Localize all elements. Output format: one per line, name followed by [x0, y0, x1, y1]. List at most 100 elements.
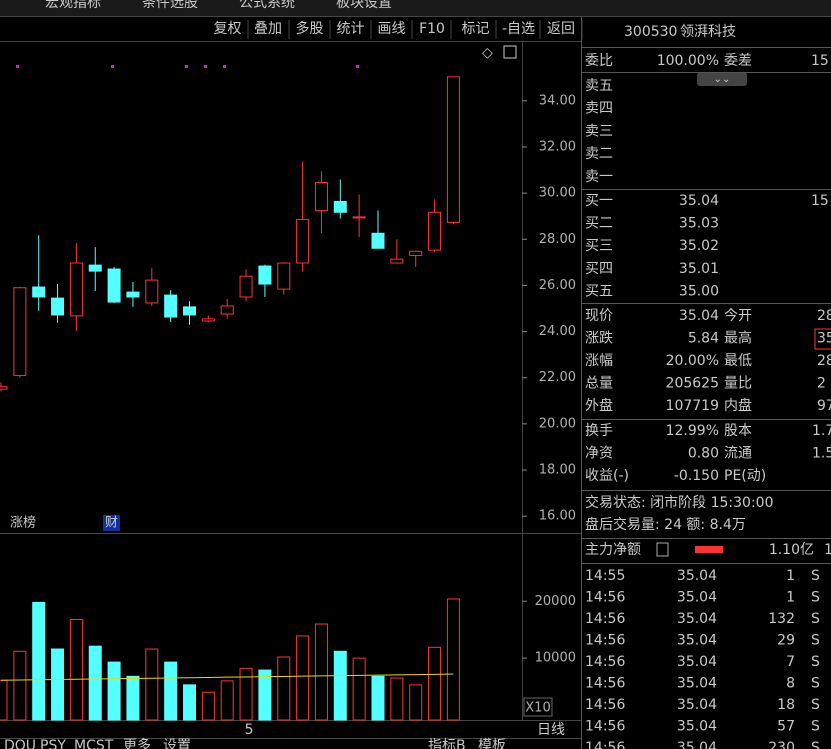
- candle-body: [220, 305, 234, 315]
- label: PE(动): [724, 468, 766, 484]
- candle-body: [239, 275, 253, 298]
- trade-volume: 8: [786, 676, 795, 692]
- footer-tab[interactable]: 指标B: [428, 738, 466, 749]
- value: -0.150: [674, 468, 719, 484]
- toolbar-button[interactable]: 多股: [296, 20, 324, 37]
- volume-bar: [277, 656, 291, 721]
- toolbar-button[interactable]: 叠加: [254, 21, 282, 37]
- menu-tab[interactable]: 条件选股: [142, 0, 198, 11]
- toolbar-button[interactable]: 复权: [214, 20, 242, 37]
- menu-tab[interactable]: 宏观指标: [45, 0, 101, 11]
- trade-side: S: [811, 719, 820, 735]
- trade-volume: 230: [768, 740, 795, 749]
- y-tick-label: 28.00: [539, 232, 576, 247]
- toolbar-button[interactable]: -自选: [502, 21, 535, 37]
- footer-tab[interactable]: PSY: [40, 738, 66, 749]
- candle-body: [352, 216, 366, 219]
- label: 买三: [585, 238, 613, 254]
- trade-price: 35.04: [677, 697, 717, 713]
- menu-bar: [0, 0, 831, 16]
- trade-price: 35.04: [677, 590, 717, 606]
- icon[interactable]: ◇: [482, 45, 493, 61]
- trade-price: 35.04: [677, 719, 717, 735]
- candle-body: [201, 318, 215, 322]
- value: 12.99%: [666, 423, 719, 439]
- value: 15: [811, 53, 829, 69]
- candle-body: [333, 200, 347, 213]
- footer-tab[interactable]: 模板: [478, 738, 506, 749]
- label: 卖五: [585, 78, 613, 94]
- y-tick-label: 20000: [535, 594, 576, 609]
- trade-time: 14:56: [585, 697, 625, 713]
- trade-price: 35.04: [677, 633, 717, 649]
- footer-tab[interactable]: 设置: [163, 738, 191, 749]
- trade-time: 14:56: [585, 633, 625, 649]
- period-label[interactable]: 日线: [537, 722, 565, 738]
- trade-price: 35.04: [677, 676, 717, 692]
- unit-label: X10: [525, 701, 550, 716]
- collapse-button[interactable]: [697, 72, 747, 86]
- icon: [656, 542, 669, 557]
- y-tick-label: 32.00: [539, 139, 576, 154]
- icon[interactable]: [503, 45, 517, 59]
- annotation: 涨榜: [10, 515, 36, 531]
- candle-body: [88, 264, 102, 272]
- label: 总量: [585, 376, 613, 392]
- trade-side: S: [811, 611, 820, 627]
- toolbar-button[interactable]: 返回: [547, 21, 575, 37]
- label: 买一: [585, 193, 613, 209]
- toolbar-button[interactable]: 标记: [462, 21, 490, 37]
- status: 交易状态: 闭市阶段 15:30:00: [585, 494, 774, 511]
- menu-tab[interactable]: 公式系统: [239, 0, 295, 11]
- candle-body: [183, 306, 196, 316]
- label: 现价: [585, 308, 613, 324]
- label: 买二: [585, 216, 613, 232]
- volume-bar: [201, 691, 215, 721]
- trade-volume: 1: [786, 590, 795, 606]
- label: 买五: [585, 283, 613, 299]
- candle-body: [314, 182, 328, 211]
- label: 卖二: [585, 146, 613, 162]
- trade-side: S: [811, 568, 820, 584]
- trade-price: 35.04: [677, 611, 717, 627]
- trade-volume: 18: [777, 697, 795, 713]
- x-tick-label: 5: [245, 722, 254, 738]
- candle-body: [0, 386, 8, 390]
- label: 委比: [585, 53, 613, 69]
- volume-bar: [220, 680, 234, 721]
- trade-time: 14:56: [585, 740, 625, 749]
- value: 35: [817, 331, 831, 347]
- volume-bar: [239, 667, 253, 721]
- candle-body: [145, 279, 159, 304]
- trade-volume: 132: [768, 611, 795, 627]
- candle-body: [296, 218, 310, 264]
- volume-bar: [390, 677, 404, 721]
- toolbar-button[interactable]: 统计: [337, 21, 365, 37]
- value: 35.03: [679, 216, 719, 232]
- stock-code: 300530: [624, 24, 677, 40]
- toolbar-button[interactable]: F10: [419, 21, 445, 37]
- menu-tab[interactable]: 板块设置: [336, 0, 392, 11]
- volume-bar: [314, 623, 328, 721]
- trade-side: S: [811, 697, 820, 713]
- value: 97: [817, 398, 831, 414]
- label: 卖一: [585, 169, 613, 185]
- footer-tab[interactable]: MCST: [74, 738, 114, 749]
- trade-side: S: [811, 676, 820, 692]
- y-tick-label: 26.00: [539, 278, 576, 293]
- trade-side: S: [811, 654, 820, 670]
- label: 换手: [585, 422, 613, 439]
- volume-bar: [32, 601, 46, 721]
- flow-bar: [695, 546, 723, 553]
- toolbar-button[interactable]: 画线: [378, 21, 406, 37]
- footer-tab[interactable]: 更多: [123, 737, 151, 749]
- highlight-box: [814, 328, 831, 350]
- value: 28: [817, 353, 831, 369]
- label: 委差: [724, 53, 752, 69]
- trade-price: 35.04: [677, 568, 717, 584]
- footer-tab[interactable]: DOU: [4, 738, 36, 749]
- candle-body: [428, 211, 442, 251]
- annotation: 财: [105, 516, 118, 531]
- label: 净资: [585, 446, 613, 462]
- volume-bar: [183, 684, 196, 721]
